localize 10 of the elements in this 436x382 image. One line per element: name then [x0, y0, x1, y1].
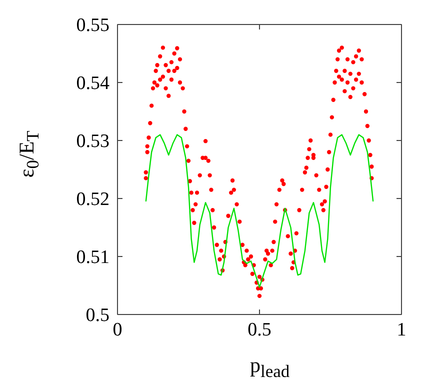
y-tick-label: 0.52 [76, 189, 110, 210]
x-axis-title: p$_{lead}$ [250, 353, 290, 382]
y-tick-label: 0.5 [86, 305, 110, 326]
y-tick-label: 0.53 [76, 131, 110, 152]
x-tick-label: 1 [396, 320, 406, 340]
y-tick-label: 0.51 [76, 247, 110, 268]
x-tick-label: 0 [112, 320, 122, 340]
y-tick-label: 0.55 [76, 15, 110, 36]
y-tick-label: 0.54 [76, 73, 110, 94]
x-tick-label: 0.5 [248, 320, 272, 340]
